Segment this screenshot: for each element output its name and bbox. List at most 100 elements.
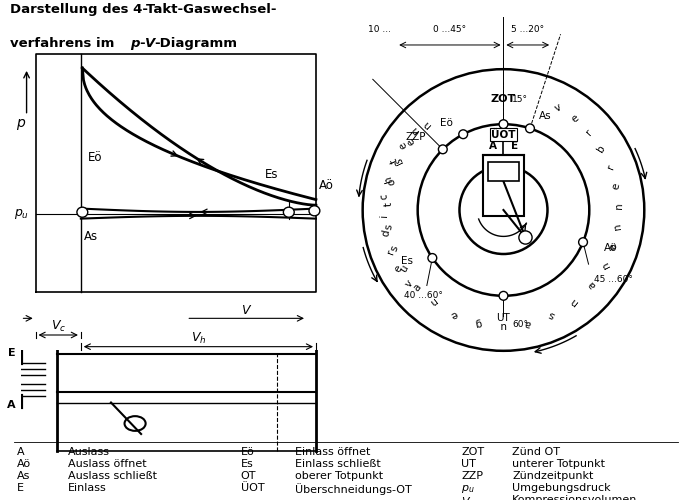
Text: n: n bbox=[568, 296, 580, 308]
Text: E: E bbox=[511, 140, 518, 150]
Text: ZZP: ZZP bbox=[406, 132, 426, 142]
Text: ZZP: ZZP bbox=[461, 471, 483, 481]
Circle shape bbox=[459, 130, 468, 138]
Text: As: As bbox=[84, 230, 98, 243]
Text: A: A bbox=[8, 400, 16, 410]
Text: 45 ...60°: 45 ...60° bbox=[594, 275, 633, 284]
Text: 40 ...60°: 40 ...60° bbox=[404, 291, 443, 300]
Circle shape bbox=[438, 145, 447, 154]
Text: $V_c$: $V_c$ bbox=[51, 319, 66, 334]
Text: Es: Es bbox=[241, 459, 253, 469]
Circle shape bbox=[77, 207, 88, 217]
Text: t: t bbox=[383, 202, 393, 206]
Text: ÜOT: ÜOT bbox=[241, 483, 264, 493]
Text: Auslass: Auslass bbox=[68, 447, 110, 457]
Text: Überschneidungs-OT: Überschneidungs-OT bbox=[295, 483, 412, 495]
Text: h: h bbox=[382, 174, 393, 183]
Text: r: r bbox=[386, 248, 397, 255]
Text: e: e bbox=[611, 182, 622, 190]
Text: $p$: $p$ bbox=[16, 116, 27, 132]
Text: e: e bbox=[449, 308, 459, 320]
Text: Einlass schließt: Einlass schließt bbox=[295, 459, 381, 469]
Circle shape bbox=[579, 238, 588, 246]
Text: b: b bbox=[595, 144, 608, 154]
Text: Kompressionsvolumen: Kompressionsvolumen bbox=[512, 495, 638, 500]
Text: ZOT: ZOT bbox=[491, 94, 516, 104]
Text: e: e bbox=[397, 139, 409, 150]
Text: ÜOT: ÜOT bbox=[491, 130, 516, 140]
Text: s: s bbox=[547, 309, 557, 320]
Text: n: n bbox=[427, 295, 438, 307]
Text: OT: OT bbox=[241, 471, 256, 481]
Circle shape bbox=[309, 206, 320, 216]
Text: -: - bbox=[139, 37, 145, 50]
Text: Auslass schließt: Auslass schließt bbox=[68, 471, 157, 481]
Circle shape bbox=[499, 292, 508, 300]
Text: A: A bbox=[488, 140, 497, 150]
Text: V: V bbox=[145, 37, 155, 50]
Text: 60°: 60° bbox=[512, 320, 528, 329]
Text: E: E bbox=[17, 483, 24, 493]
Text: 15°: 15° bbox=[512, 96, 528, 104]
Text: ß: ß bbox=[393, 155, 405, 166]
Bar bbox=[488, 162, 519, 182]
Text: o: o bbox=[386, 177, 397, 186]
Text: Aö: Aö bbox=[319, 179, 334, 192]
Text: Einlass öffnet: Einlass öffnet bbox=[295, 447, 371, 457]
Bar bbox=[482, 155, 525, 216]
Text: $V_c$: $V_c$ bbox=[461, 495, 475, 500]
Text: g: g bbox=[473, 317, 482, 328]
Text: v: v bbox=[403, 278, 415, 289]
Text: r: r bbox=[605, 163, 616, 170]
Circle shape bbox=[525, 124, 534, 133]
Text: d: d bbox=[380, 230, 391, 238]
Text: n: n bbox=[614, 202, 624, 209]
Text: Aö: Aö bbox=[604, 243, 617, 253]
Text: As: As bbox=[17, 471, 30, 481]
Text: n: n bbox=[612, 222, 623, 230]
Text: $V$: $V$ bbox=[241, 304, 252, 318]
Text: Eö: Eö bbox=[241, 447, 255, 457]
Text: s: s bbox=[389, 244, 400, 253]
Text: unterer Totpunkt: unterer Totpunkt bbox=[512, 459, 605, 469]
Circle shape bbox=[428, 254, 437, 262]
Text: n: n bbox=[421, 118, 432, 130]
Text: i: i bbox=[379, 214, 388, 217]
Text: ZOT: ZOT bbox=[461, 447, 484, 457]
Text: UT: UT bbox=[497, 314, 510, 324]
Text: Darstellung des 4-Takt-Gaswechsel-: Darstellung des 4-Takt-Gaswechsel- bbox=[10, 3, 277, 16]
Text: e: e bbox=[608, 241, 619, 250]
Text: t: t bbox=[388, 157, 399, 164]
Text: e: e bbox=[393, 263, 405, 274]
Text: Aö: Aö bbox=[17, 459, 31, 469]
Text: oberer Totpunkt: oberer Totpunkt bbox=[295, 471, 383, 481]
Text: Auslass öffnet: Auslass öffnet bbox=[68, 459, 147, 469]
Text: Eö: Eö bbox=[440, 118, 453, 128]
Text: Einlass: Einlass bbox=[68, 483, 107, 493]
Text: e: e bbox=[569, 113, 580, 125]
Text: 10 ...: 10 ... bbox=[368, 25, 391, 34]
Text: n: n bbox=[599, 259, 612, 270]
Text: UT: UT bbox=[461, 459, 476, 469]
Text: -Diagramm: -Diagramm bbox=[154, 37, 237, 50]
Text: Es: Es bbox=[401, 256, 413, 266]
Circle shape bbox=[519, 231, 532, 244]
Text: a: a bbox=[524, 318, 532, 328]
Text: a: a bbox=[586, 278, 598, 290]
Text: E: E bbox=[8, 348, 15, 358]
Text: s: s bbox=[384, 223, 395, 230]
Circle shape bbox=[499, 120, 508, 128]
Text: $p_u$: $p_u$ bbox=[14, 206, 29, 220]
Text: v: v bbox=[553, 102, 563, 114]
Text: c: c bbox=[379, 193, 390, 200]
Text: u: u bbox=[499, 320, 506, 330]
Text: A: A bbox=[17, 447, 25, 457]
Text: $p_u$: $p_u$ bbox=[461, 483, 475, 495]
Text: n: n bbox=[408, 124, 421, 136]
Circle shape bbox=[284, 207, 295, 217]
Text: e: e bbox=[405, 136, 417, 146]
Text: a: a bbox=[412, 282, 423, 293]
Text: Zündzeitpunkt: Zündzeitpunkt bbox=[512, 471, 593, 481]
Text: 0 ...45°: 0 ...45° bbox=[434, 25, 466, 34]
Text: u: u bbox=[398, 264, 410, 274]
